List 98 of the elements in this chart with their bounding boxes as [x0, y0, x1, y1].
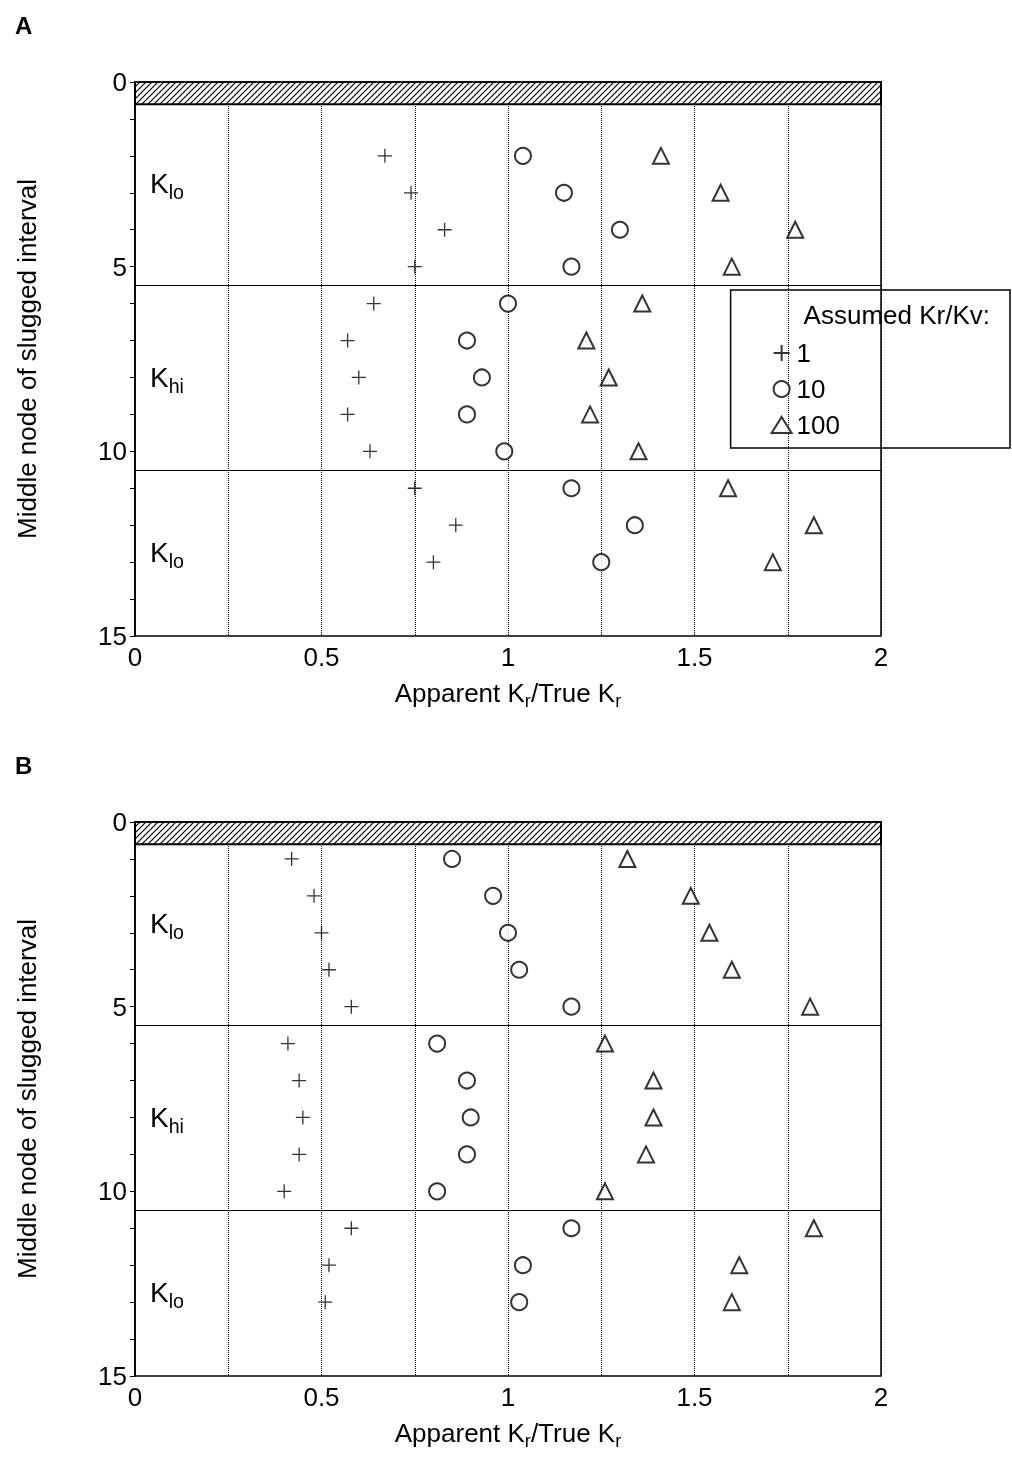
- point: [644, 1108, 663, 1127]
- point: [339, 332, 356, 349]
- point: [554, 183, 573, 202]
- point: [581, 405, 600, 424]
- y-tick-label: 5: [112, 251, 127, 282]
- point: [317, 1294, 333, 1310]
- y-tick-label: 15: [98, 621, 127, 651]
- point: [377, 148, 393, 164]
- point: [629, 442, 648, 461]
- point: [719, 479, 738, 498]
- point: [407, 480, 423, 496]
- point: [291, 1146, 307, 1163]
- point: [339, 406, 356, 423]
- point: [407, 259, 423, 275]
- point: [599, 368, 618, 387]
- point: [495, 442, 514, 461]
- x-tick-label: 1.5: [676, 642, 713, 672]
- point: [428, 1182, 447, 1201]
- point: [722, 1293, 741, 1312]
- point: [366, 295, 382, 312]
- point: [595, 1182, 614, 1201]
- point: [763, 553, 782, 572]
- point: [722, 257, 741, 276]
- point: [633, 294, 652, 313]
- point: [625, 516, 644, 535]
- point: [425, 554, 442, 570]
- x-tick-label: 2: [873, 642, 889, 672]
- x-tick-label: 1: [500, 1382, 516, 1412]
- point: [284, 851, 300, 867]
- x-tick-label: 1: [500, 642, 516, 672]
- point: [457, 1145, 476, 1164]
- point: [510, 960, 529, 979]
- point: [510, 1293, 529, 1312]
- point: [513, 1256, 532, 1275]
- y-axis-title: Middle node of slugged interval: [12, 179, 42, 539]
- point: [595, 1034, 614, 1053]
- point: [499, 294, 517, 313]
- point: [610, 220, 629, 239]
- point: [461, 1108, 480, 1127]
- legend-label: 100: [796, 410, 841, 440]
- legend-label: 10: [796, 374, 826, 404]
- point: [513, 146, 532, 165]
- point: [291, 1072, 307, 1089]
- point: [499, 923, 517, 942]
- point: [786, 220, 805, 239]
- chart-title: B: [15, 751, 33, 779]
- y-tick-label: 5: [112, 991, 127, 1022]
- point: [562, 997, 581, 1016]
- point: [443, 849, 462, 868]
- x-tick-label: 0.5: [303, 642, 340, 672]
- y-axis-title: Middle node of slugged interval: [12, 919, 42, 1279]
- point: [295, 1109, 311, 1126]
- point: [592, 553, 611, 572]
- point: [681, 886, 700, 905]
- point: [321, 962, 337, 978]
- point: [730, 1256, 749, 1275]
- y-tick-label: 15: [98, 1361, 127, 1391]
- point: [562, 479, 581, 498]
- point: [472, 368, 491, 387]
- point: [448, 517, 464, 533]
- point: [562, 257, 581, 276]
- point: [280, 1035, 296, 1052]
- point: [313, 925, 330, 941]
- point: [637, 1145, 656, 1164]
- y-tick-label: 10: [98, 1176, 127, 1207]
- point: [562, 1219, 581, 1238]
- point: [801, 997, 820, 1016]
- y-tick-label: 0: [112, 807, 127, 837]
- point: [457, 405, 476, 424]
- point: [351, 369, 367, 386]
- point: [711, 183, 730, 202]
- point: [804, 1219, 823, 1238]
- x-tick-label: 1.5: [676, 1382, 713, 1412]
- point: [276, 1183, 292, 1199]
- point: [362, 443, 378, 459]
- point: [343, 1220, 359, 1236]
- point: [804, 516, 823, 535]
- legend-label: 1: [796, 338, 812, 368]
- point: [457, 1071, 476, 1090]
- y-tick-label: 0: [112, 67, 127, 97]
- point: [343, 999, 359, 1015]
- point: [436, 222, 453, 238]
- y-tick-label: 10: [98, 436, 127, 467]
- chart-title: A: [15, 11, 33, 39]
- x-tick-label: 0.5: [303, 1382, 340, 1412]
- x-tick-label: 2: [873, 1382, 889, 1412]
- point: [306, 888, 322, 904]
- point: [428, 1034, 447, 1053]
- point: [457, 331, 476, 350]
- point: [618, 849, 637, 868]
- point: [577, 331, 596, 350]
- point: [403, 185, 419, 201]
- point: [644, 1071, 663, 1090]
- point: [651, 146, 670, 165]
- point: [700, 923, 719, 942]
- point: [321, 1257, 337, 1273]
- point: [722, 960, 741, 979]
- point: [484, 886, 503, 905]
